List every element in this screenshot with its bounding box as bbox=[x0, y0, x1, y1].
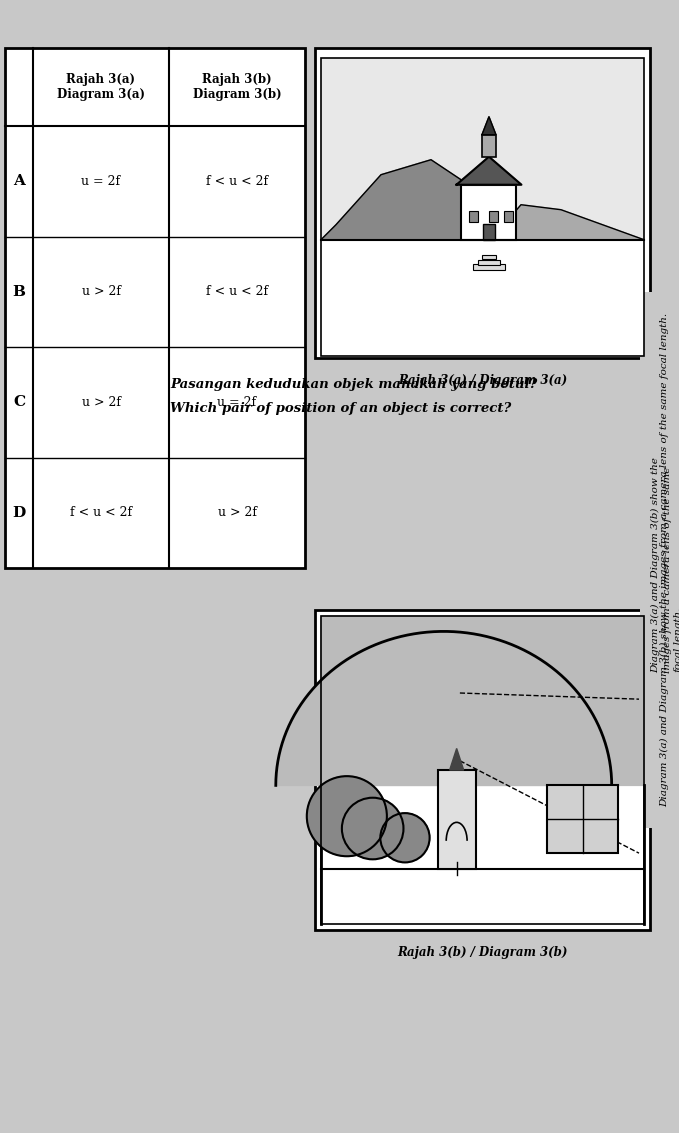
Text: Diagram 3(a) and Diagram 3(b) show the images from a camera lens of the same foc: Diagram 3(a) and Diagram 3(b) show the i… bbox=[661, 313, 669, 807]
Text: Diagram 3(a) and Diagram 3(b) show the
images from a camera lens of the same
foc: Diagram 3(a) and Diagram 3(b) show the i… bbox=[650, 457, 679, 673]
Polygon shape bbox=[449, 749, 464, 770]
Text: C: C bbox=[13, 395, 25, 409]
Text: Rajah 3(b) / Diagram 3(b): Rajah 3(b) / Diagram 3(b) bbox=[397, 946, 568, 959]
Text: u > 2f: u > 2f bbox=[81, 286, 120, 298]
Bar bbox=[469, 211, 479, 222]
Text: Pasangan kedudukan objek manakah yang betul?: Pasangan kedudukan objek manakah yang be… bbox=[170, 378, 537, 391]
Bar bbox=[321, 58, 644, 240]
Circle shape bbox=[342, 798, 403, 859]
Circle shape bbox=[307, 776, 387, 857]
Bar bbox=[321, 240, 644, 356]
Bar bbox=[483, 223, 495, 240]
Polygon shape bbox=[321, 160, 491, 240]
Bar bbox=[478, 259, 500, 265]
Text: u > 2f: u > 2f bbox=[81, 395, 120, 409]
Bar bbox=[321, 616, 644, 925]
Text: u > 2f: u > 2f bbox=[217, 506, 257, 519]
Text: f < u < 2f: f < u < 2f bbox=[206, 286, 268, 298]
Circle shape bbox=[380, 813, 430, 862]
Bar bbox=[482, 135, 496, 156]
Text: D: D bbox=[12, 505, 26, 520]
Text: f < u < 2f: f < u < 2f bbox=[70, 506, 132, 519]
Bar bbox=[547, 785, 618, 853]
Text: B: B bbox=[12, 284, 26, 299]
Polygon shape bbox=[276, 616, 644, 785]
Text: u = 2f: u = 2f bbox=[81, 174, 121, 188]
Bar bbox=[438, 770, 476, 869]
Bar bbox=[321, 616, 644, 925]
Bar bbox=[315, 610, 650, 930]
Text: Which pair of position of an object is correct?: Which pair of position of an object is c… bbox=[170, 402, 511, 415]
Text: A: A bbox=[13, 174, 25, 188]
Bar bbox=[482, 255, 496, 259]
Bar bbox=[504, 211, 513, 222]
Text: f < u < 2f: f < u < 2f bbox=[206, 174, 268, 188]
Text: u = 2f: u = 2f bbox=[217, 395, 257, 409]
Polygon shape bbox=[491, 205, 644, 240]
Bar bbox=[490, 211, 498, 222]
Text: Rajah 3(a) / Diagram 3(a): Rajah 3(a) / Diagram 3(a) bbox=[398, 374, 567, 387]
Polygon shape bbox=[456, 156, 521, 185]
Bar bbox=[462, 185, 517, 240]
Text: Rajah 3(b)
Diagram 3(b): Rajah 3(b) Diagram 3(b) bbox=[193, 73, 281, 101]
Text: Rajah 3(a)
Diagram 3(a): Rajah 3(a) Diagram 3(a) bbox=[57, 73, 145, 101]
Bar bbox=[321, 58, 644, 356]
Bar bbox=[5, 48, 305, 568]
Bar bbox=[315, 48, 650, 358]
Bar bbox=[473, 264, 505, 271]
Polygon shape bbox=[482, 117, 496, 135]
